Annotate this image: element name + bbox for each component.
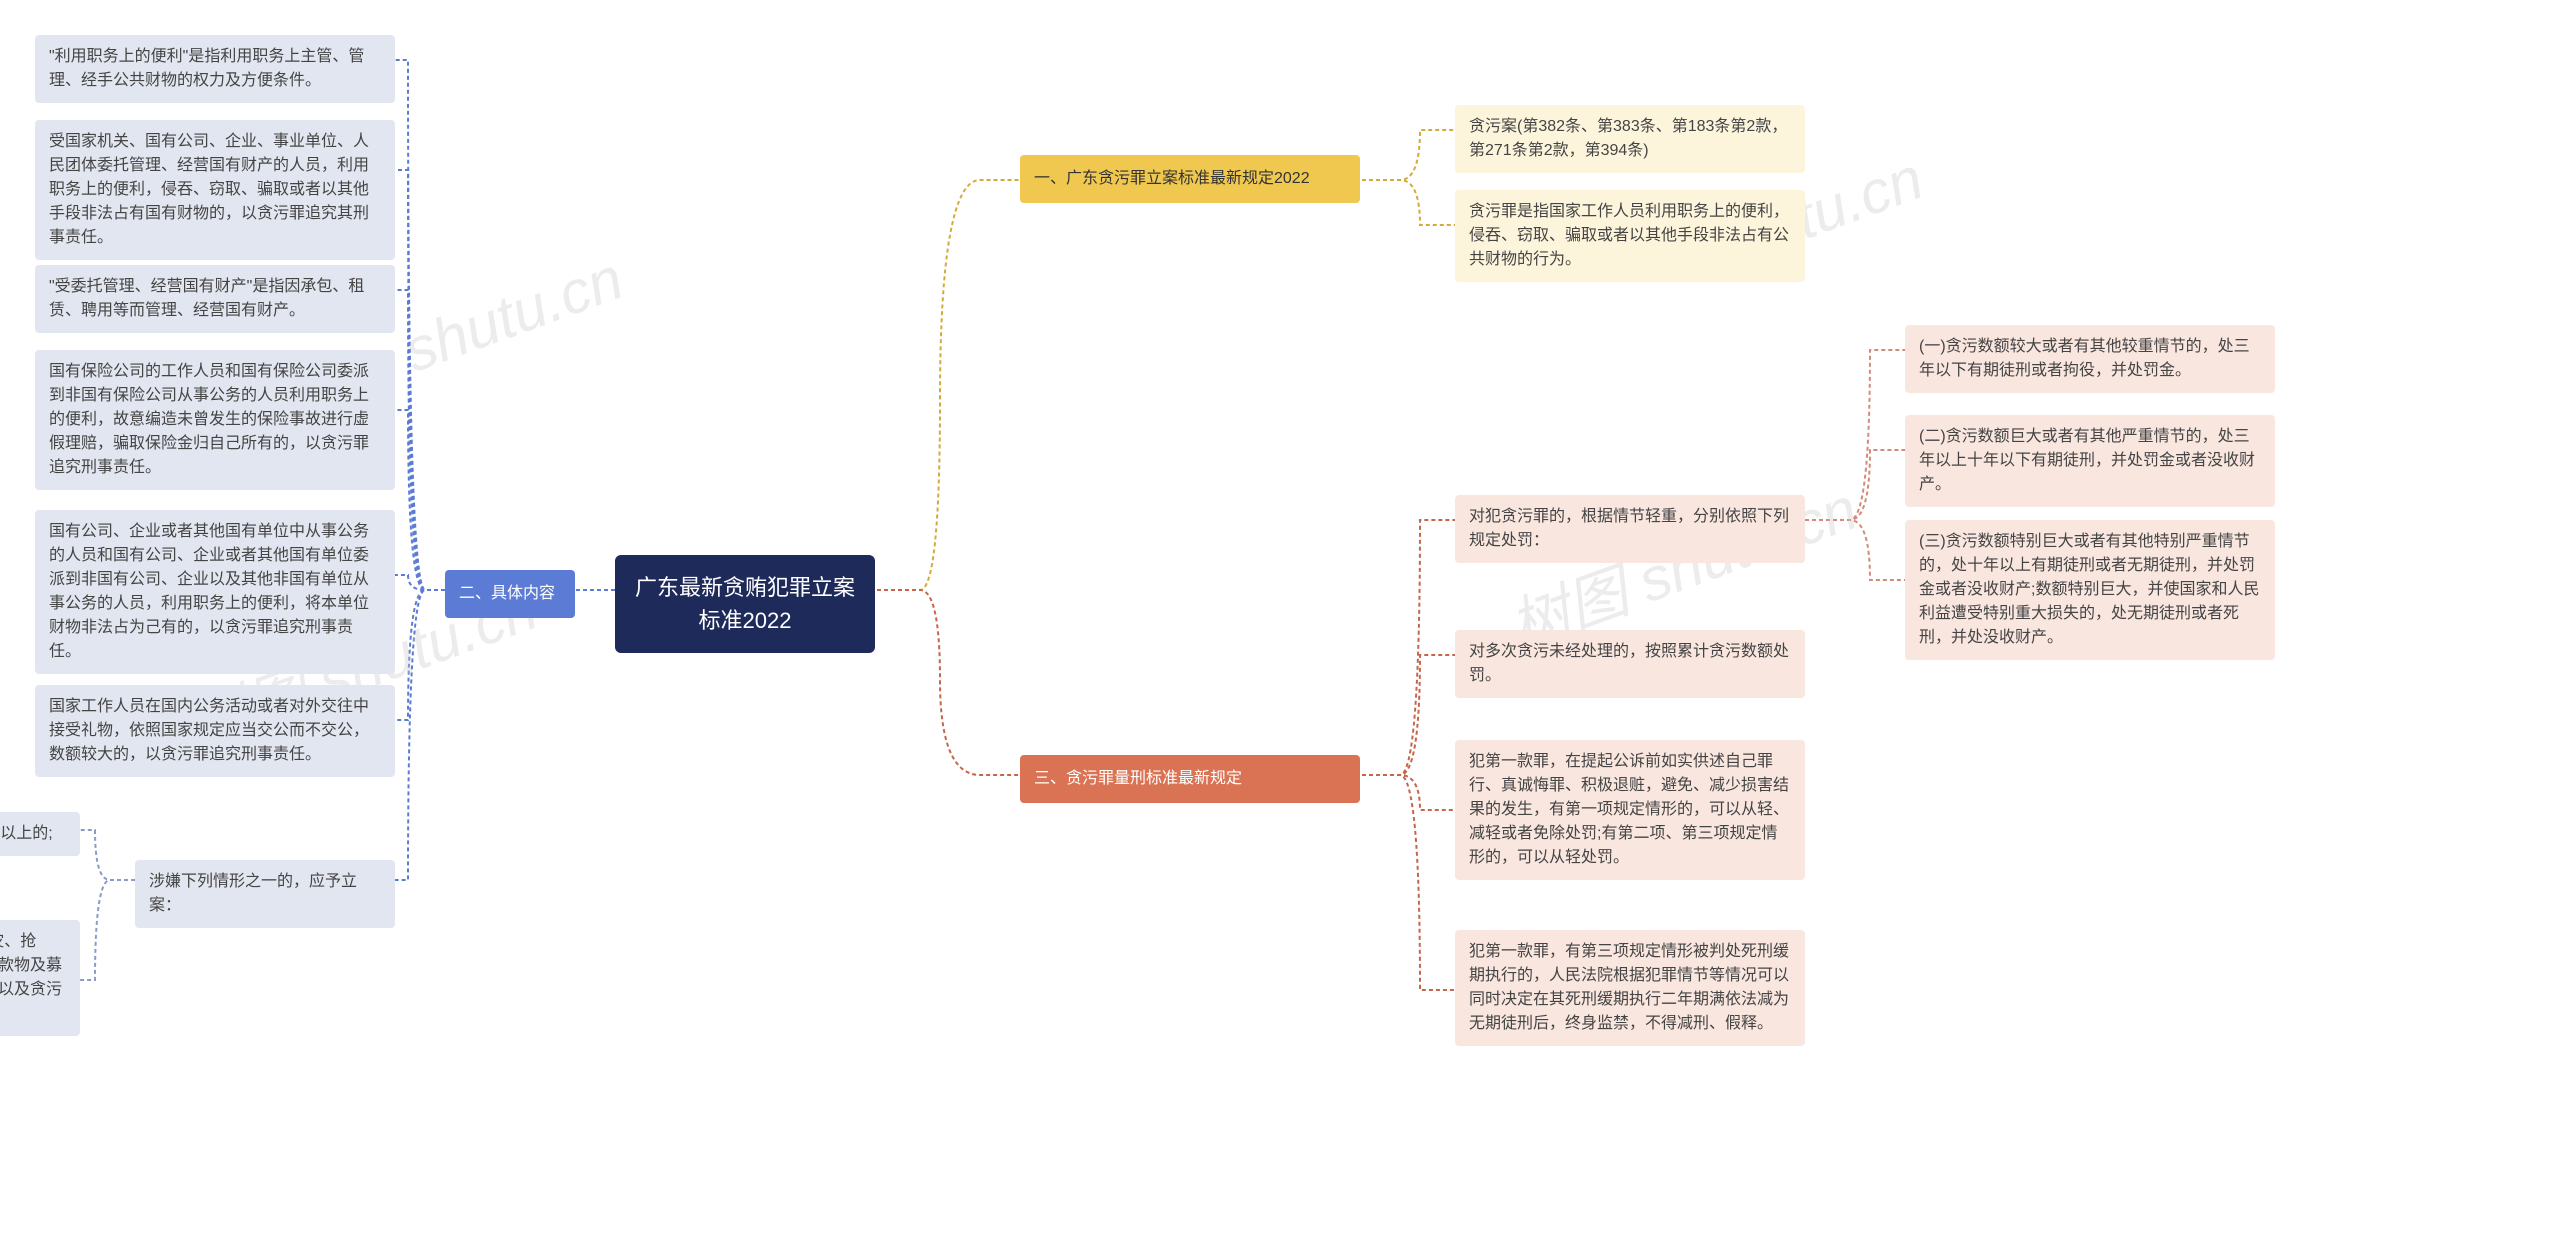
branch-3-leaf[interactable]: 对多次贪污未经处理的，按照累计贪污数额处罚。 [1455,630,1805,698]
leaf-text: "受委托管理、经营国有财产"是指因承包、租赁、聘用等而管理、经营国有财产。 [49,278,364,319]
leaf-text: 犯第一款罪，在提起公诉前如实供述自己罪行、真诚悔罪、积极退赃，避免、减少损害结果… [1469,753,1789,866]
sub-leaf-text: (二)贪污数额巨大或者有其他严重情节的，处三年以上十年以下有期徒刑，并处罚金或者… [1919,428,2255,493]
branch-2-title: 二、具体内容 [459,585,555,602]
leaf-text: 国家工作人员在国内公务活动或者对外交往中接受礼物，依照国家规定应当交公而不交公，… [49,698,369,763]
leaf-text: 国有公司、企业或者其他国有单位中从事公务的人员和国有公司、企业或者其他国有单位委… [49,523,369,660]
leaf-text: 犯第一款罪，有第三项规定情形被判处死刑缓期执行的，人民法院根据犯罪情节等情况可以… [1469,943,1789,1032]
branch-1-title: 一、广东贪污罪立案标准最新规定2022 [1034,170,1310,187]
branch-3-node[interactable]: 三、贪污罪量刑标准最新规定 [1020,755,1360,803]
branch-1-leaf[interactable]: 贪污案(第382条、第383条、第183条第2款，第271条第2款，第394条) [1455,105,1805,173]
sub-leaf-text: (一)贪污数额较大或者有其他较重情节的，处三年以下有期徒刑或者拘役，并处罚金。 [1919,338,2250,379]
leaf-text: 受国家机关、国有公司、企业、事业单位、人民团体委托管理、经营国有财产的人员，利用… [49,133,369,246]
branch-2-leaf[interactable]: 国有公司、企业或者其他国有单位中从事公务的人员和国有公司、企业或者其他国有单位委… [35,510,395,674]
sub-item-text: 1.个人贪污数额在5千元以上的; [0,825,53,842]
branch-3-leaf[interactable]: 对犯贪污罪的，根据情节轻重，分别依照下列规定处罚： [1455,495,1805,563]
branch-1-leaf[interactable]: 贪污罪是指国家工作人员利用职务上的便利，侵吞、窃取、骗取或者以其他手段非法占有公… [1455,190,1805,282]
branch-2-sub-node[interactable]: 涉嫌下列情形之一的，应予立案： [135,860,395,928]
branch-2-leaf[interactable]: 国有保险公司的工作人员和国有保险公司委派到非国有保险公司从事公务的人员利用职务上… [35,350,395,490]
root-node[interactable]: 广东最新贪贿犯罪立案标准2022 [615,555,875,653]
branch-2-leaf[interactable]: 国家工作人员在国内公务活动或者对外交往中接受礼物，依照国家规定应当交公而不交公，… [35,685,395,777]
branch-2-leaf[interactable]: 受国家机关、国有公司、企业、事业单位、人民团体委托管理、经营国有财产的人员，利用… [35,120,395,260]
branch-3-leaf[interactable]: 犯第一款罪，在提起公诉前如实供述自己罪行、真诚悔罪、积极退赃，避免、减少损害结果… [1455,740,1805,880]
sub-title: 涉嫌下列情形之一的，应予立案： [149,873,357,914]
leaf-text: 国有保险公司的工作人员和国有保险公司委派到非国有保险公司从事公务的人员利用职务上… [49,363,369,476]
leaf-text: 贪污罪是指国家工作人员利用职务上的便利，侵吞、窃取、骗取或者以其他手段非法占有公… [1469,203,1789,268]
leaf-text: "利用职务上的便利"是指利用职务上主管、管理、经手公共财物的权力及方便条件。 [49,48,364,89]
leaf-text: 对多次贪污未经处理的，按照累计贪污数额处罚。 [1469,643,1789,684]
sub-leaf-text: (三)贪污数额特别巨大或者有其他特别严重情节的，处十年以上有期徒刑或者无期徒刑，… [1919,533,2259,646]
branch-2-sub-leaf[interactable]: 2.个人贪污数额不满5千元，但具有贪污救灾、抢险、防汛、防疫、优抚、扶贫、移民、… [0,920,80,1036]
branch-3-sub-leaf[interactable]: (一)贪污数额较大或者有其他较重情节的，处三年以下有期徒刑或者拘役，并处罚金。 [1905,325,2275,393]
sub-item-text: 2.个人贪污数额不满5千元，但具有贪污救灾、抢险、防汛、防疫、优抚、扶贫、移民、… [0,933,62,1022]
branch-2-node[interactable]: 二、具体内容 [445,570,575,618]
branch-2-leaf[interactable]: "利用职务上的便利"是指利用职务上主管、管理、经手公共财物的权力及方便条件。 [35,35,395,103]
branch-1-node[interactable]: 一、广东贪污罪立案标准最新规定2022 [1020,155,1360,203]
branch-2-sub-leaf[interactable]: 1.个人贪污数额在5千元以上的; [0,812,80,856]
branch-2-leaf[interactable]: "受委托管理、经营国有财产"是指因承包、租赁、聘用等而管理、经营国有财产。 [35,265,395,333]
branch-3-title: 三、贪污罪量刑标准最新规定 [1034,770,1242,787]
leaf-text: 贪污案(第382条、第383条、第183条第2款，第271条第2款，第394条) [1469,118,1787,159]
root-title: 广东最新贪贿犯罪立案标准2022 [635,575,855,633]
leaf-text: 对犯贪污罪的，根据情节轻重，分别依照下列规定处罚： [1469,508,1789,549]
branch-3-leaf[interactable]: 犯第一款罪，有第三项规定情形被判处死刑缓期执行的，人民法院根据犯罪情节等情况可以… [1455,930,1805,1046]
branch-3-sub-leaf[interactable]: (二)贪污数额巨大或者有其他严重情节的，处三年以上十年以下有期徒刑，并处罚金或者… [1905,415,2275,507]
branch-3-sub-leaf[interactable]: (三)贪污数额特别巨大或者有其他特别严重情节的，处十年以上有期徒刑或者无期徒刑，… [1905,520,2275,660]
